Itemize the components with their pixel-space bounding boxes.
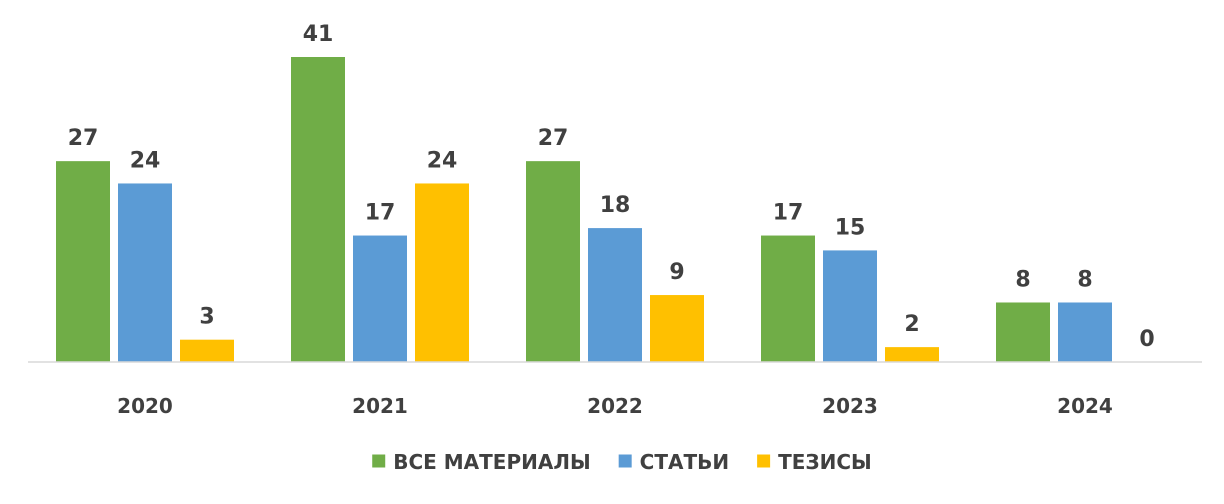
bar-2020-series-2: [180, 339, 234, 362]
data-label-2023-series-0: 17: [773, 201, 804, 226]
legend-swatch: [618, 454, 632, 468]
bar-2020-series-0: [56, 161, 110, 362]
bar-2022-series-2: [650, 295, 704, 362]
data-label-2020-series-1: 24: [130, 148, 161, 173]
legend-swatch: [757, 454, 771, 468]
legend-item-2: ТЕЗИСЫ: [757, 450, 872, 474]
category-label-2021: 2021: [352, 394, 408, 418]
data-label-2022-series-0: 27: [538, 126, 569, 151]
data-label-2024-series-0: 8: [1015, 267, 1030, 292]
data-label-2020-series-0: 27: [68, 126, 99, 151]
category-label-2023: 2023: [822, 394, 878, 418]
category-label-2024: 2024: [1057, 394, 1113, 418]
bar-2023-series-0: [761, 235, 815, 362]
legend-swatch: [372, 454, 386, 468]
category-labels-layer: 2020 2021 2022 2023 2024: [117, 394, 1113, 418]
legend: ВСЕ МАТЕРИАЛЫ СТАТЬИ ТЕЗИСЫ: [372, 450, 872, 474]
data-label-2021-series-0: 41: [303, 22, 334, 47]
legend-item-1: СТАТЬИ: [618, 450, 729, 474]
data-label-2023-series-1: 15: [835, 215, 866, 240]
data-label-2022-series-1: 18: [600, 193, 631, 218]
bar-2022-series-1: [588, 228, 642, 362]
legend-label: СТАТЬИ: [640, 450, 729, 474]
legend-label: ТЕЗИСЫ: [778, 450, 872, 474]
data-label-2021-series-2: 24: [427, 148, 458, 173]
data-label-2024-series-2: 0: [1139, 327, 1154, 352]
bar-2021-series-1: [353, 235, 407, 362]
bar-2023-series-2: [885, 347, 939, 362]
category-label-2020: 2020: [117, 394, 173, 418]
data-label-2021-series-1: 17: [365, 201, 396, 226]
bar-2024-series-1: [1058, 302, 1112, 362]
bar-2020-series-1: [118, 183, 172, 362]
value-labels-layer: 27 24 3 41 17 24 27 18 9 17 15 2 8 8 0: [68, 22, 1155, 352]
data-label-2024-series-1: 8: [1077, 267, 1092, 292]
data-label-2023-series-2: 2: [904, 312, 919, 337]
bar-2023-series-1: [823, 250, 877, 362]
legend-item-0: ВСЕ МАТЕРИАЛЫ: [372, 450, 591, 474]
category-label-2022: 2022: [587, 394, 643, 418]
data-label-2020-series-2: 3: [199, 305, 214, 330]
bars-layer: [56, 57, 1112, 362]
bar-2021-series-0: [291, 57, 345, 362]
bar-2022-series-0: [526, 161, 580, 362]
legend-label: ВСЕ МАТЕРИАЛЫ: [393, 450, 590, 474]
bar-2024-series-0: [996, 302, 1050, 362]
data-label-2022-series-2: 9: [669, 260, 684, 285]
bar-2021-series-2: [415, 183, 469, 362]
